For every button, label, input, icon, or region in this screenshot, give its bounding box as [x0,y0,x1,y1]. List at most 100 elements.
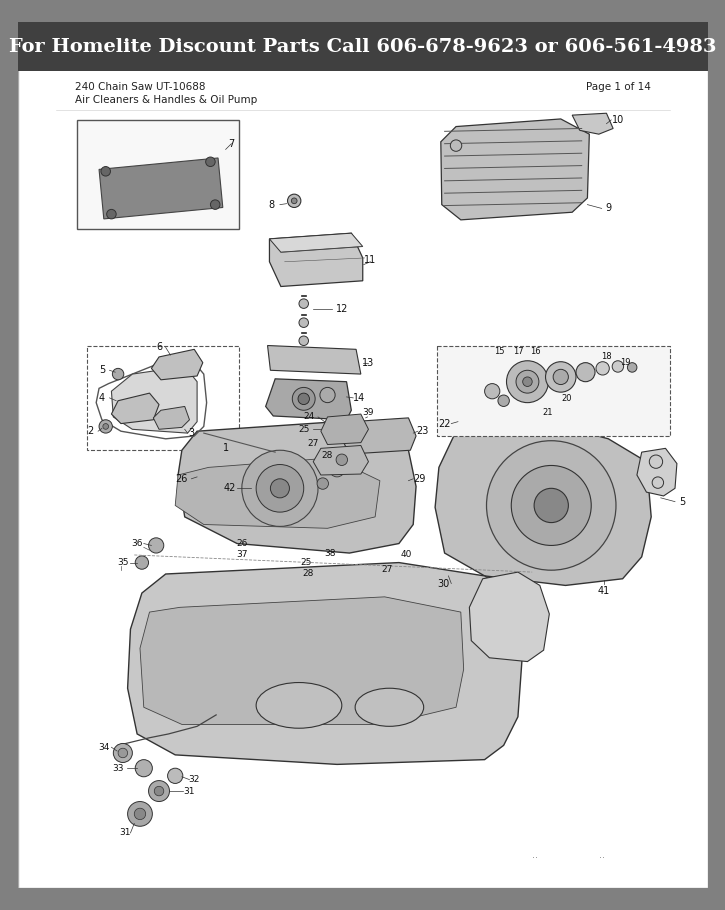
Text: ..: .. [599,850,605,860]
Polygon shape [572,113,613,134]
Circle shape [154,786,164,796]
Text: 39: 39 [362,408,374,417]
Text: 17: 17 [513,347,524,356]
Circle shape [103,423,109,430]
Circle shape [523,377,532,387]
Circle shape [498,395,510,407]
Text: 27: 27 [382,565,393,573]
Text: 32: 32 [188,775,200,784]
Text: ..: .. [532,850,538,860]
Circle shape [292,388,315,410]
Polygon shape [441,119,589,220]
Circle shape [317,478,328,490]
Text: 6: 6 [156,342,162,352]
Circle shape [167,768,183,784]
Circle shape [112,369,124,379]
Circle shape [329,461,344,477]
Circle shape [320,388,335,402]
Text: 35: 35 [117,558,128,567]
Polygon shape [270,233,362,287]
Circle shape [484,384,500,399]
Text: 10: 10 [612,115,624,125]
Bar [77,120,239,229]
Text: 5: 5 [99,365,105,375]
Text: 2: 2 [87,426,94,436]
Circle shape [507,360,548,402]
Circle shape [652,477,663,489]
Text: 22: 22 [439,419,451,429]
Polygon shape [268,346,361,374]
Circle shape [627,363,637,372]
Circle shape [298,393,310,405]
Circle shape [299,336,308,346]
Text: 3: 3 [188,428,194,438]
Polygon shape [99,158,223,219]
Circle shape [336,454,347,466]
Polygon shape [112,367,197,433]
Text: 31: 31 [119,828,130,837]
Text: 36: 36 [131,539,143,548]
Circle shape [210,200,220,209]
Polygon shape [153,407,189,430]
Polygon shape [469,572,550,662]
Text: 37: 37 [236,551,248,560]
Circle shape [291,198,297,204]
Circle shape [576,363,595,381]
Circle shape [101,167,110,176]
Text: 33: 33 [112,763,124,773]
Text: Air Cleaners & Handles & Oil Pump: Air Cleaners & Handles & Oil Pump [75,95,257,105]
Text: 20: 20 [561,394,572,403]
Circle shape [545,361,576,392]
Polygon shape [435,423,651,585]
Text: 27: 27 [307,440,319,448]
Text: For Homelite Discount Parts Call 606-678-9623 or 606-561-4983: For Homelite Discount Parts Call 606-678… [9,37,716,56]
Text: 14: 14 [353,393,365,403]
Polygon shape [112,393,159,423]
Text: 25: 25 [300,558,311,567]
Bar [18,22,708,71]
Polygon shape [152,349,203,379]
Text: 5: 5 [679,497,686,507]
Polygon shape [270,233,362,252]
Bar [437,346,670,436]
Circle shape [136,556,149,570]
Circle shape [650,455,663,469]
Circle shape [128,802,152,826]
Text: 9: 9 [605,204,611,214]
Circle shape [256,464,304,512]
Circle shape [511,466,591,545]
Circle shape [612,360,624,372]
Circle shape [149,538,164,553]
Polygon shape [128,562,523,764]
Text: 23: 23 [417,426,429,436]
Ellipse shape [256,682,341,728]
Circle shape [553,369,568,385]
Text: 25: 25 [298,425,310,434]
Text: 41: 41 [597,586,610,596]
Text: 30: 30 [438,579,450,589]
Polygon shape [175,458,380,529]
Circle shape [270,479,289,498]
Polygon shape [140,597,464,724]
Text: 7: 7 [228,138,234,148]
Text: 29: 29 [414,474,426,484]
Bar [87,346,239,450]
Polygon shape [178,421,416,553]
Text: 40: 40 [401,551,413,560]
Circle shape [534,489,568,522]
Text: 13: 13 [362,358,375,368]
Polygon shape [265,379,352,420]
Text: 12: 12 [336,304,348,314]
Text: Page 1 of 14: Page 1 of 14 [587,82,651,92]
Circle shape [242,450,318,526]
Polygon shape [341,418,416,454]
Circle shape [486,440,616,571]
Text: 1: 1 [223,443,228,453]
Circle shape [596,361,609,375]
Text: 4: 4 [99,393,105,403]
Circle shape [206,157,215,167]
Text: 240 Chain Saw UT-10688: 240 Chain Saw UT-10688 [75,82,206,92]
Circle shape [136,760,152,777]
Circle shape [113,743,133,763]
Polygon shape [313,446,368,475]
